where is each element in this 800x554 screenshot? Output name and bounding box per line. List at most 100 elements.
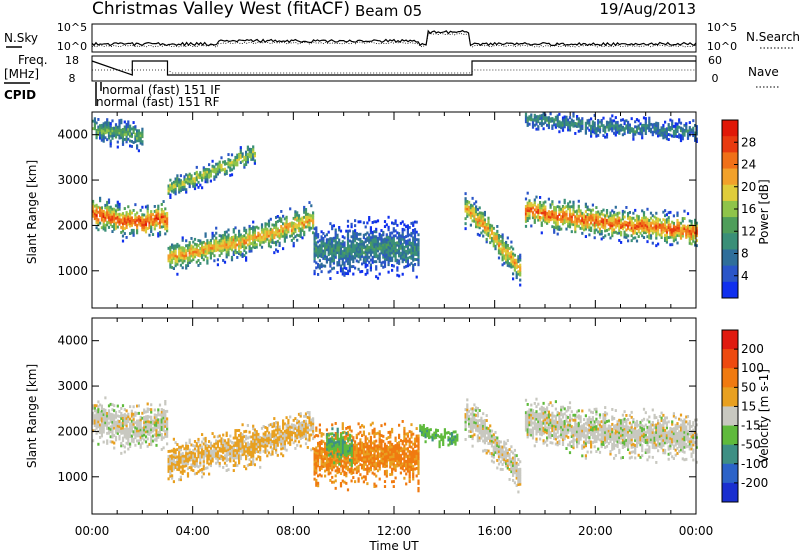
velocity-cell (322, 432, 325, 436)
power-cell (313, 259, 316, 263)
power-cell (464, 197, 467, 201)
power-cell (116, 218, 119, 222)
power-cell (480, 211, 483, 215)
velocity-cell (213, 452, 216, 456)
power-cell (114, 133, 118, 137)
power-cell (466, 212, 469, 216)
power-cell (513, 258, 516, 262)
power-cell (248, 152, 251, 156)
velocity-cell (97, 420, 100, 424)
velocity-cell (162, 408, 165, 412)
power-cell (639, 127, 642, 131)
power-cell (537, 203, 540, 207)
power-cell (201, 186, 204, 190)
power-cell (611, 214, 614, 218)
velocity-cell (264, 426, 267, 429)
power-cell (99, 134, 102, 138)
velocity-cell (95, 416, 98, 420)
velocity-cell (260, 426, 264, 430)
power-cell (681, 224, 684, 228)
power-cell (616, 216, 619, 220)
velocity-cell (238, 456, 241, 460)
velocity-cell (171, 466, 174, 470)
velocity-cell (262, 442, 265, 446)
power-cell (245, 228, 248, 232)
power-cell (144, 230, 148, 234)
power-cell (304, 208, 308, 211)
velocity-cell (97, 412, 100, 416)
power-cell (586, 218, 589, 221)
power-cell (100, 136, 103, 140)
velocity-cell (153, 433, 156, 437)
power-cell (621, 133, 624, 137)
power-cell (167, 192, 170, 195)
velocity-cell (308, 418, 311, 422)
velocity-cell (179, 455, 182, 459)
power-cell (218, 244, 221, 248)
velocity-cell (225, 454, 228, 457)
power-cell (357, 220, 360, 224)
power-cell (93, 119, 96, 123)
velocity-cell (134, 443, 137, 447)
power-cell (278, 244, 281, 247)
power-cell (250, 148, 253, 151)
power-cell (469, 203, 472, 207)
velocity-cell (151, 422, 155, 425)
power-cell (613, 124, 616, 128)
power-cell (109, 144, 112, 148)
power-cell (362, 258, 365, 262)
velocity-cell (183, 464, 186, 468)
power-cell (132, 219, 135, 222)
velocity-cell (278, 428, 281, 431)
power-cell (387, 248, 390, 252)
power-cell (134, 125, 137, 129)
velocity-cell (199, 461, 202, 465)
power-cell (683, 229, 686, 233)
power-cell (669, 128, 672, 132)
velocity-cell (275, 421, 278, 424)
power-cell (183, 254, 186, 258)
power-cell (239, 236, 242, 239)
power-cell (232, 161, 235, 165)
power-cell (137, 220, 140, 224)
power-cell (628, 216, 631, 219)
power-cell (632, 236, 635, 240)
power-cell (577, 207, 580, 211)
power-cell (598, 215, 602, 218)
power-cell (530, 224, 533, 228)
power-cell (406, 229, 409, 233)
power-cell (364, 265, 367, 269)
power-cell (357, 252, 360, 256)
power-cell (204, 175, 207, 179)
velocity-cell (208, 440, 211, 443)
power-cell (558, 125, 561, 129)
velocity-cell (197, 455, 200, 459)
power-cell (167, 187, 170, 190)
power-cell (412, 263, 415, 267)
power-cell (602, 221, 605, 224)
power-cell (238, 244, 241, 248)
power-cell (190, 247, 193, 250)
power-cell (551, 124, 554, 128)
power-cell (113, 217, 116, 221)
power-cell (160, 210, 163, 214)
power-cell (413, 238, 417, 241)
velocity-cell (185, 464, 188, 468)
velocity-cell (255, 435, 258, 438)
velocity-cell (202, 472, 205, 476)
velocity-cell (269, 433, 272, 437)
velocity-cell (304, 412, 308, 416)
velocity-cell (111, 420, 114, 424)
velocity-cell (102, 410, 105, 414)
power-cell (361, 242, 364, 246)
power-cell (197, 264, 200, 267)
power-cell (478, 211, 481, 215)
power-cell (366, 256, 369, 260)
velocity-cell (253, 448, 256, 452)
power-cell (660, 133, 663, 137)
power-cell (382, 233, 385, 237)
velocity-cell (186, 452, 190, 456)
power-cell (413, 240, 417, 244)
power-cell (551, 212, 554, 216)
power-cell (396, 241, 399, 245)
